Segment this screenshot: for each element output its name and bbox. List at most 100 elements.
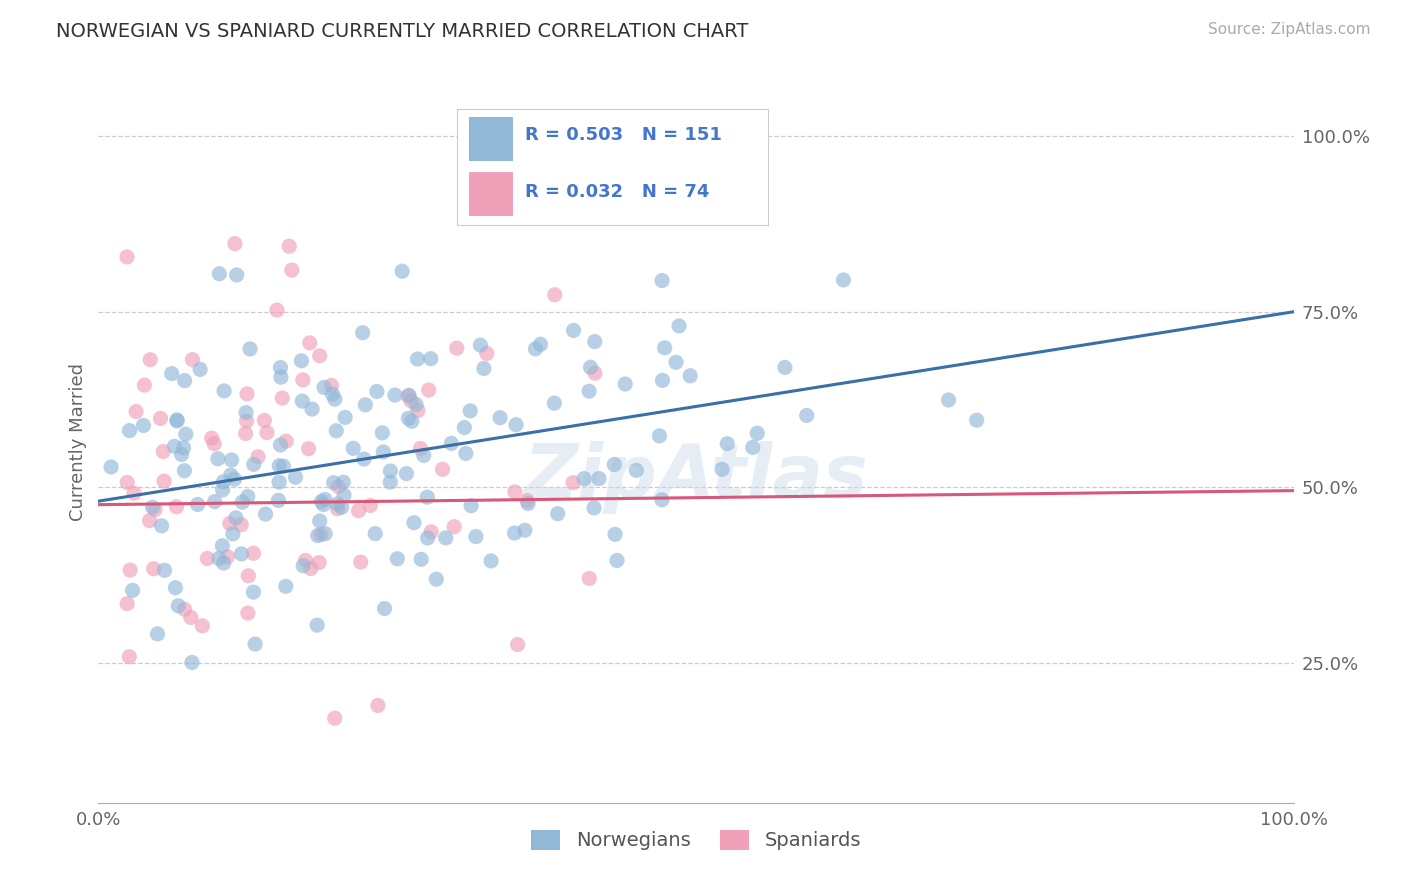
Point (225, 268, 247, 282)
Point (380, 464, 402, 478)
Point (299, 561, 322, 575)
Point (460, 499, 482, 513)
Point (311, 494, 333, 508)
Point (208, 267, 231, 281)
Point (146, 627, 169, 641)
Point (679, 368, 702, 383)
Point (359, 499, 381, 513)
Point (115, 250, 138, 264)
Point (204, 494, 226, 508)
Point (472, 361, 495, 376)
Point (330, 500, 353, 515)
Point (308, 556, 330, 570)
Point (648, 429, 671, 443)
Point (333, 488, 356, 502)
Point (291, 373, 314, 387)
Point (711, 462, 734, 476)
Point (274, 434, 297, 449)
Point (153, 474, 176, 488)
Point (256, 425, 278, 440)
Point (966, 413, 988, 427)
Point (371, 425, 394, 440)
Point (321, 378, 343, 392)
Point (606, 553, 628, 567)
Point (440, 436, 463, 450)
Point (243, 637, 266, 651)
Point (396, 411, 419, 425)
Text: Source: ZipAtlas.com: Source: ZipAtlas.com (1208, 22, 1371, 37)
Point (547, 507, 569, 521)
Point (475, 346, 498, 360)
Point (235, 406, 257, 420)
Point (401, 414, 423, 428)
Point (224, 236, 246, 251)
Point (333, 410, 356, 425)
Point (651, 492, 673, 507)
Point (716, 436, 738, 450)
Point (191, 619, 214, 633)
Point (654, 341, 676, 355)
Point (347, 504, 370, 518)
Point (391, 264, 413, 278)
Point (181, 352, 204, 367)
Point (741, 441, 763, 455)
Point (165, 581, 187, 595)
Point (406, 351, 429, 366)
Point (217, 549, 239, 564)
Point (292, 558, 315, 573)
Point (544, 287, 567, 301)
Point (665, 355, 688, 369)
Point (242, 546, 264, 560)
Point (326, 501, 349, 516)
Point (517, 497, 540, 511)
Point (323, 392, 346, 407)
Point (291, 394, 314, 409)
Point (173, 441, 195, 455)
Point (503, 484, 526, 499)
Point (132, 418, 155, 433)
Point (529, 337, 551, 351)
Point (238, 568, 260, 582)
Point (380, 475, 402, 489)
Point (418, 383, 440, 397)
Point (284, 470, 307, 484)
Point (832, 273, 855, 287)
Point (236, 387, 259, 401)
Point (273, 459, 295, 474)
Point (207, 451, 229, 466)
Point (470, 338, 492, 352)
Point (266, 303, 288, 318)
Point (236, 606, 259, 620)
Point (425, 572, 447, 586)
Point (167, 599, 190, 613)
Point (195, 551, 218, 566)
Point (503, 526, 526, 541)
Point (150, 518, 173, 533)
Point (307, 618, 329, 632)
Point (163, 439, 186, 453)
Point (236, 490, 259, 504)
Point (166, 414, 188, 428)
Point (373, 445, 395, 459)
Point (166, 500, 188, 514)
Text: NORWEGIAN VS SPANIARD CURRENTLY MARRIED CORRELATION CHART: NORWEGIAN VS SPANIARD CURRENTLY MARRIED … (56, 22, 748, 41)
Point (242, 585, 264, 599)
Point (180, 610, 202, 624)
Point (524, 342, 547, 356)
Point (419, 351, 441, 366)
Y-axis label: Currently Married: Currently Married (69, 362, 87, 521)
Point (489, 410, 512, 425)
Point (446, 341, 468, 355)
Point (354, 398, 377, 412)
Point (118, 649, 141, 664)
Point (409, 442, 432, 456)
Point (269, 360, 291, 375)
Point (271, 391, 294, 405)
Point (453, 420, 475, 434)
Point (938, 392, 960, 407)
Point (342, 442, 364, 456)
Point (479, 554, 502, 568)
Point (364, 526, 387, 541)
Point (173, 602, 195, 616)
Point (651, 273, 673, 287)
